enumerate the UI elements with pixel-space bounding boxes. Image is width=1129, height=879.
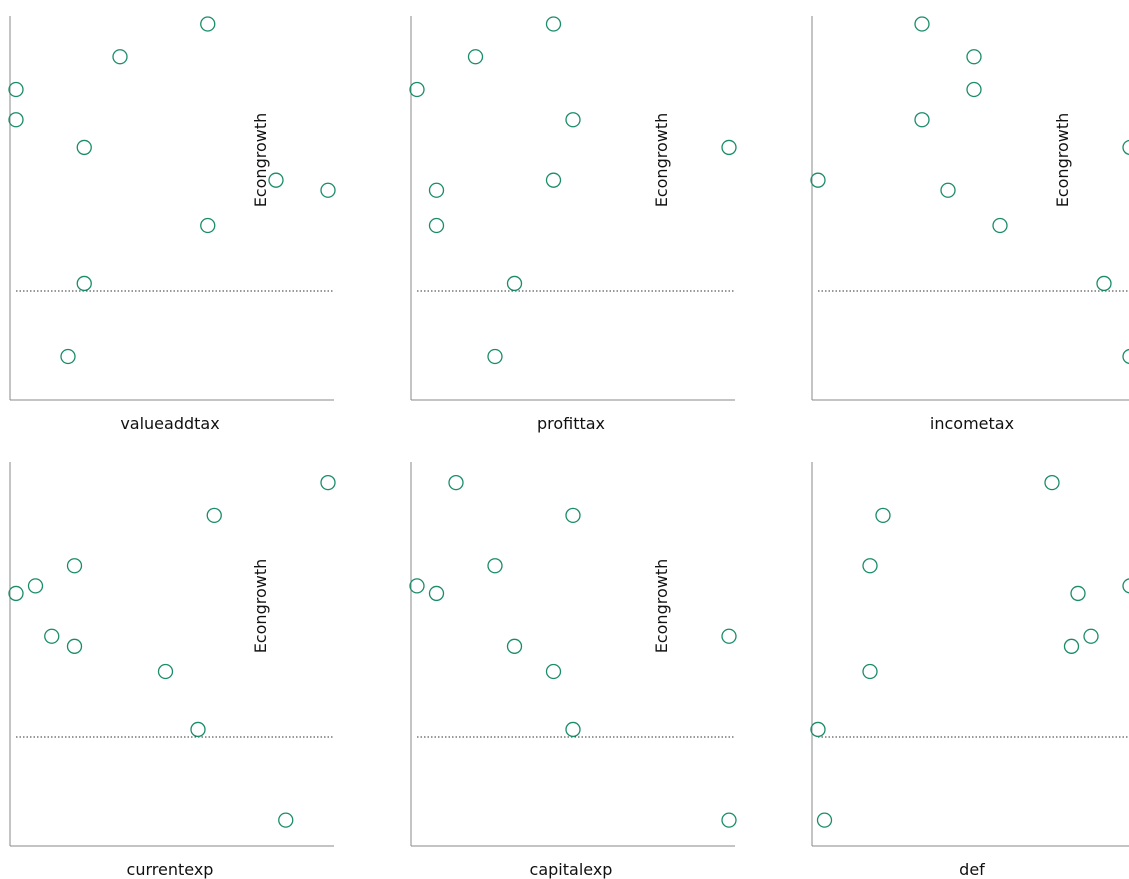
scatter-point xyxy=(1083,628,1099,644)
panel-def: def xyxy=(810,462,1129,879)
scatter-point xyxy=(428,182,445,198)
scatter-point xyxy=(44,628,60,644)
scatter-point xyxy=(487,558,503,574)
scatter-point xyxy=(506,275,523,292)
scatter-point xyxy=(1122,139,1129,156)
x-axis-label: def xyxy=(959,860,985,879)
scatter-point xyxy=(565,721,581,738)
y-axis-label: Econgrowth xyxy=(652,559,671,654)
scatter-point xyxy=(1122,348,1129,365)
scatter-point xyxy=(200,217,216,234)
scatter-point xyxy=(862,663,878,680)
scatter-point xyxy=(200,16,216,32)
scatter-point xyxy=(66,558,83,574)
scatter-point xyxy=(1096,275,1112,292)
scatter-point xyxy=(190,721,206,738)
scatter-point xyxy=(875,507,891,523)
panel-profittax: profittax Econgrowth xyxy=(409,16,737,433)
scatter-point xyxy=(428,217,445,234)
scatter-point xyxy=(1122,578,1129,594)
scatter-point xyxy=(157,663,174,680)
scatter-point xyxy=(810,721,826,738)
scatter-point xyxy=(60,348,76,365)
scatter-point xyxy=(487,348,503,365)
x-axis-label: capitalexp xyxy=(530,860,613,879)
scatter-point xyxy=(27,578,44,594)
scatter-point xyxy=(1044,474,1060,491)
scatter-point xyxy=(721,628,737,644)
scatter-point xyxy=(810,172,826,188)
scatter-point xyxy=(8,585,24,602)
scatter-point xyxy=(565,507,581,523)
scatter-point xyxy=(1063,638,1080,654)
scatter-point xyxy=(320,182,336,198)
scatter-point xyxy=(545,172,562,188)
y-axis-label: Econgrowth xyxy=(1053,113,1072,208)
panel-capitalexp: capitalexp Econgrowth xyxy=(409,462,737,879)
scatter-point xyxy=(76,139,92,156)
scatter-point xyxy=(721,139,737,156)
scatter-point xyxy=(862,558,878,574)
y-axis-label: Econgrowth xyxy=(251,113,270,208)
scatter-point xyxy=(992,217,1008,234)
scatter-point xyxy=(565,112,581,128)
y-axis-label: Econgrowth xyxy=(652,113,671,208)
scatter-point xyxy=(409,578,425,594)
panel-incometax: incometax Econgrowth xyxy=(810,16,1129,433)
scatter-point xyxy=(278,812,294,828)
scatter-point xyxy=(467,49,484,65)
scatter-point xyxy=(320,474,336,491)
scatter-point xyxy=(966,49,982,65)
scatter-point xyxy=(448,474,464,491)
panel-valueaddtax: valueaddtax Econgrowth xyxy=(8,16,336,433)
scatter-point xyxy=(545,16,562,32)
scatter-point xyxy=(76,275,92,292)
scatter-point xyxy=(506,638,523,654)
x-axis-label: currentexp xyxy=(127,860,214,879)
scatter-point xyxy=(545,663,562,680)
y-axis-label: Econgrowth xyxy=(251,559,270,654)
scatter-point xyxy=(1070,585,1086,602)
scatter-point xyxy=(721,812,737,828)
scatter-point xyxy=(428,585,445,602)
scatter-point xyxy=(914,16,930,32)
scatter-point xyxy=(409,81,425,98)
scatter-point xyxy=(206,507,222,523)
x-axis-label: incometax xyxy=(930,414,1014,433)
x-axis-label: valueaddtax xyxy=(120,414,219,433)
scatter-point xyxy=(940,182,956,198)
scatter-point xyxy=(914,112,930,128)
x-axis-label: profittax xyxy=(537,414,605,433)
scatter-point xyxy=(816,812,833,828)
scatter-point xyxy=(66,638,83,654)
scatter-point xyxy=(8,112,24,128)
panel-currentexp: currentexp Econgrowth xyxy=(8,462,336,879)
scatter-point xyxy=(8,81,24,98)
scatter-point xyxy=(966,81,982,98)
scatter-point xyxy=(112,49,128,65)
scatter-point xyxy=(268,172,284,188)
